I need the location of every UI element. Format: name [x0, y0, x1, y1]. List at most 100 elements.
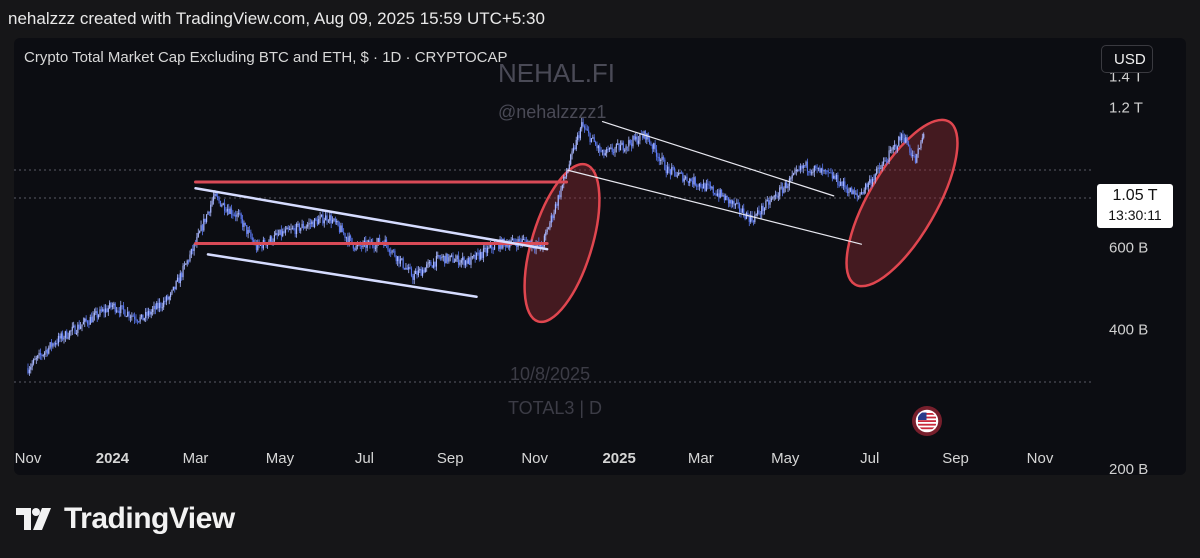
candle-body — [196, 236, 198, 245]
candle — [565, 168, 568, 179]
highlight-ellipses — [523, 118, 959, 324]
candle — [741, 205, 743, 214]
candle — [898, 135, 900, 147]
candle-body — [880, 168, 882, 170]
tradingview-logo[interactable]: TradingView — [16, 502, 235, 536]
candle — [910, 148, 912, 158]
candle — [446, 253, 449, 264]
candle-body — [269, 236, 271, 242]
candle — [81, 324, 83, 332]
candle — [920, 139, 922, 151]
candle-body — [91, 317, 93, 323]
candle — [862, 191, 864, 196]
time-tick-label: Sep — [437, 450, 464, 467]
candle-body — [145, 311, 147, 319]
candle-body — [608, 147, 611, 150]
candle-body — [831, 172, 833, 179]
candle-body — [460, 260, 462, 263]
candle-body — [445, 253, 447, 264]
candle — [163, 297, 165, 310]
candle — [547, 226, 550, 230]
candle-body — [867, 182, 869, 188]
candle — [815, 164, 817, 171]
candle-body — [334, 218, 336, 223]
candle — [343, 228, 345, 236]
candle — [398, 255, 400, 268]
candle — [874, 173, 876, 184]
candle-body — [241, 219, 244, 228]
candle-body — [820, 168, 822, 173]
candle-body — [756, 210, 759, 215]
candle — [705, 179, 707, 192]
candle — [597, 144, 599, 153]
candle — [783, 186, 785, 194]
candle-body — [107, 308, 109, 312]
candle — [853, 187, 856, 199]
candle-body — [135, 318, 137, 321]
candle — [431, 265, 433, 268]
flag-canton — [918, 412, 927, 420]
candle — [776, 191, 778, 199]
candle-body — [77, 324, 79, 333]
candle-body — [828, 172, 831, 174]
candle — [557, 194, 559, 210]
candle — [779, 185, 781, 200]
time-axis[interactable]: Nov 2024 Mar May Jul Sep Nov 2025 Mar May Jul Sep No… — [15, 450, 1054, 467]
candle — [805, 160, 807, 168]
currency-button[interactable]: USD — [1101, 45, 1153, 73]
candle-body — [755, 214, 757, 216]
candle — [798, 165, 800, 172]
us-flag-icon[interactable] — [912, 406, 942, 436]
candle — [467, 256, 469, 265]
candle-body — [240, 214, 242, 220]
candle — [128, 310, 130, 321]
candle — [885, 157, 887, 166]
candle — [419, 267, 421, 274]
candle-body — [554, 204, 557, 213]
candle-body — [435, 255, 437, 267]
candle-body — [671, 167, 673, 175]
candle — [248, 225, 251, 233]
candle-body — [676, 175, 678, 177]
candle — [67, 332, 69, 340]
candle-body — [448, 257, 450, 262]
candle-body — [835, 174, 838, 180]
candle — [73, 321, 75, 329]
candle-body — [773, 195, 775, 198]
candle — [896, 145, 899, 153]
candle-body — [596, 144, 598, 149]
candle — [923, 132, 925, 140]
candle-body — [899, 136, 901, 141]
candle — [560, 185, 562, 200]
candle — [694, 176, 696, 187]
candlesticks — [27, 117, 925, 376]
candle-body — [891, 149, 893, 151]
candle-body — [85, 318, 87, 322]
candle — [186, 259, 188, 267]
candle — [877, 164, 879, 174]
candle-body — [720, 189, 723, 196]
candle-body — [409, 267, 411, 269]
candle-body — [532, 242, 534, 248]
candle-body — [894, 144, 896, 147]
candle-body — [96, 311, 98, 318]
candle-body — [151, 309, 154, 312]
candle — [325, 211, 327, 221]
candle-body — [552, 215, 554, 219]
candle — [554, 201, 557, 215]
candle-body — [464, 260, 467, 266]
candle — [156, 301, 158, 310]
candle — [725, 193, 727, 201]
candle-body — [160, 303, 162, 308]
candle — [827, 168, 829, 178]
candle — [388, 248, 390, 256]
symbol-title[interactable]: Crypto Total Market Cap Excluding BTC an… — [24, 49, 508, 66]
candle — [463, 256, 465, 268]
candle-body — [455, 259, 457, 262]
candle — [46, 348, 48, 357]
candle-body — [399, 259, 402, 264]
candle — [848, 187, 850, 197]
